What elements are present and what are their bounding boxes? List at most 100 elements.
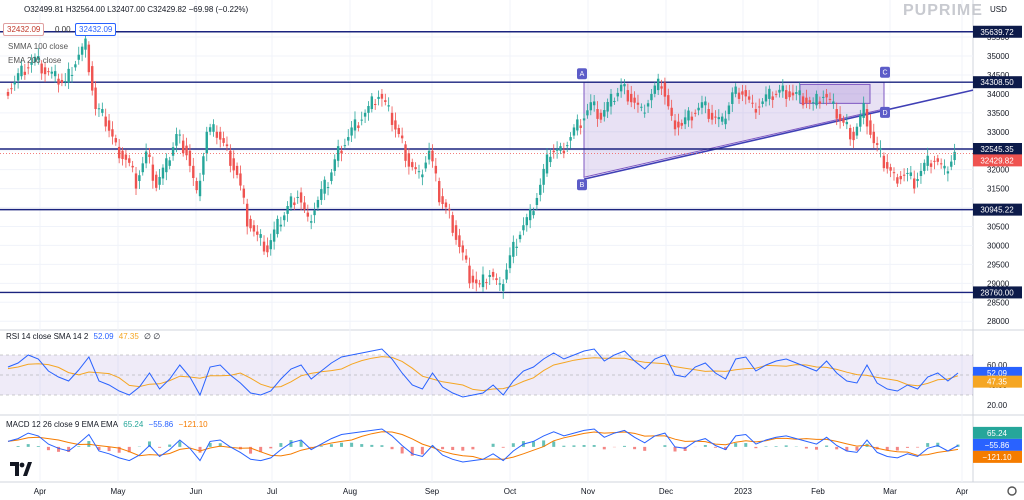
candle-body	[158, 176, 161, 185]
macd-histogram-bar	[815, 446, 819, 450]
candle-body	[613, 100, 616, 102]
level-price-tag	[973, 25, 1022, 38]
macd-histogram-bar	[147, 441, 151, 447]
candle-body	[670, 107, 673, 116]
candle-body	[576, 119, 579, 131]
macd-histogram-bar	[168, 444, 172, 447]
candle-body	[535, 197, 539, 206]
macd-histogram-bar	[936, 442, 940, 447]
candle-body	[623, 84, 626, 87]
candle-body	[390, 112, 394, 125]
y-tick-label: 33500	[987, 109, 1010, 118]
candle-body	[74, 64, 77, 68]
candle-body	[478, 283, 481, 285]
macd-histogram-bar	[845, 446, 849, 452]
macd-histogram-bar	[390, 446, 394, 450]
pattern-point-label: C	[882, 70, 887, 77]
candle-body	[805, 97, 808, 104]
macd-line	[7, 428, 959, 463]
macd-histogram-bar	[683, 446, 687, 451]
candle-body	[704, 101, 707, 106]
candle-body	[734, 86, 737, 94]
tradingview-logo-icon	[10, 462, 32, 476]
spread-value: 0.00	[55, 25, 71, 34]
macd-histogram-bar	[724, 446, 728, 450]
candle-body	[953, 151, 956, 161]
rsi-sma-label: 47.35	[987, 378, 1008, 387]
settings-gear-icon[interactable]	[1007, 486, 1017, 496]
candle-body	[801, 96, 805, 106]
candle-body	[909, 172, 913, 176]
candle-body	[936, 158, 939, 162]
candle-body	[737, 92, 741, 99]
candle-body	[175, 134, 178, 146]
y-tick-label: 29000	[987, 279, 1010, 288]
candle-body	[566, 145, 569, 147]
level-price-tag	[973, 286, 1022, 299]
pattern-point-b	[577, 179, 587, 191]
macd-histogram-bar	[350, 442, 354, 447]
candle-body	[296, 196, 299, 198]
candle-body	[552, 150, 555, 153]
x-tick-label: Jun	[190, 487, 203, 496]
candle-body	[939, 163, 943, 165]
candle-body	[245, 203, 249, 227]
candle-body	[458, 235, 461, 247]
candle-body	[360, 119, 363, 121]
pattern-point-c	[880, 66, 890, 78]
macd-histogram-bar	[289, 440, 293, 447]
last-price-tag	[973, 154, 1022, 167]
candle-body	[441, 196, 444, 205]
candle-body	[252, 225, 256, 232]
candle-body	[687, 110, 690, 121]
currency-label[interactable]: USD	[990, 5, 1007, 14]
candle-body	[141, 163, 144, 173]
macd-histogram-bar	[208, 442, 212, 447]
macd-histogram-bar	[905, 446, 909, 448]
candle-body	[774, 93, 778, 95]
candle-body	[427, 150, 431, 160]
candle-body	[111, 129, 114, 137]
candle-body	[542, 168, 545, 185]
macd-histogram-bar	[117, 446, 121, 453]
price-pill-buy[interactable]: 32432.09	[75, 23, 117, 36]
candle-body	[178, 134, 182, 136]
candle-body	[239, 173, 242, 186]
x-tick-label: Oct	[504, 487, 517, 496]
candle-body	[731, 92, 734, 104]
candle-body	[545, 154, 549, 174]
macd-histogram-bar	[259, 446, 263, 453]
candle-body	[192, 165, 195, 178]
candle-body	[808, 100, 811, 103]
macd-histogram-bar	[16, 446, 20, 447]
x-tick-label: Apr	[34, 487, 47, 496]
candle-body	[616, 92, 619, 97]
candle-body	[926, 155, 929, 166]
candle-body	[660, 86, 663, 89]
candle-body	[235, 165, 239, 175]
candle-body	[491, 271, 495, 277]
macd-histogram-bar	[198, 446, 202, 453]
macd-histogram-bar	[592, 445, 596, 447]
rsi-value-label: 52.09	[987, 369, 1008, 378]
macd-histogram-bar	[441, 446, 445, 450]
price-pill-sell[interactable]: 32432.09	[3, 23, 45, 36]
candle-body	[697, 107, 700, 111]
candle-body	[690, 116, 694, 121]
pattern-point-a	[577, 68, 587, 80]
candle-body	[663, 82, 667, 97]
macd-histogram-bar	[127, 446, 131, 453]
candle-body	[471, 275, 475, 283]
macd-histogram-bar	[532, 441, 536, 447]
candle-body	[532, 211, 535, 216]
candle-body	[451, 215, 454, 233]
x-tick-label: 2023	[734, 487, 752, 496]
rsi-line	[7, 348, 959, 398]
candle-body	[262, 241, 266, 252]
ma2-legend: EMA 200 close	[8, 56, 62, 65]
candle-body	[933, 160, 936, 162]
candle-body	[717, 117, 721, 120]
candle-body	[845, 121, 849, 125]
candle-body	[222, 138, 225, 143]
candle-body	[256, 231, 259, 235]
